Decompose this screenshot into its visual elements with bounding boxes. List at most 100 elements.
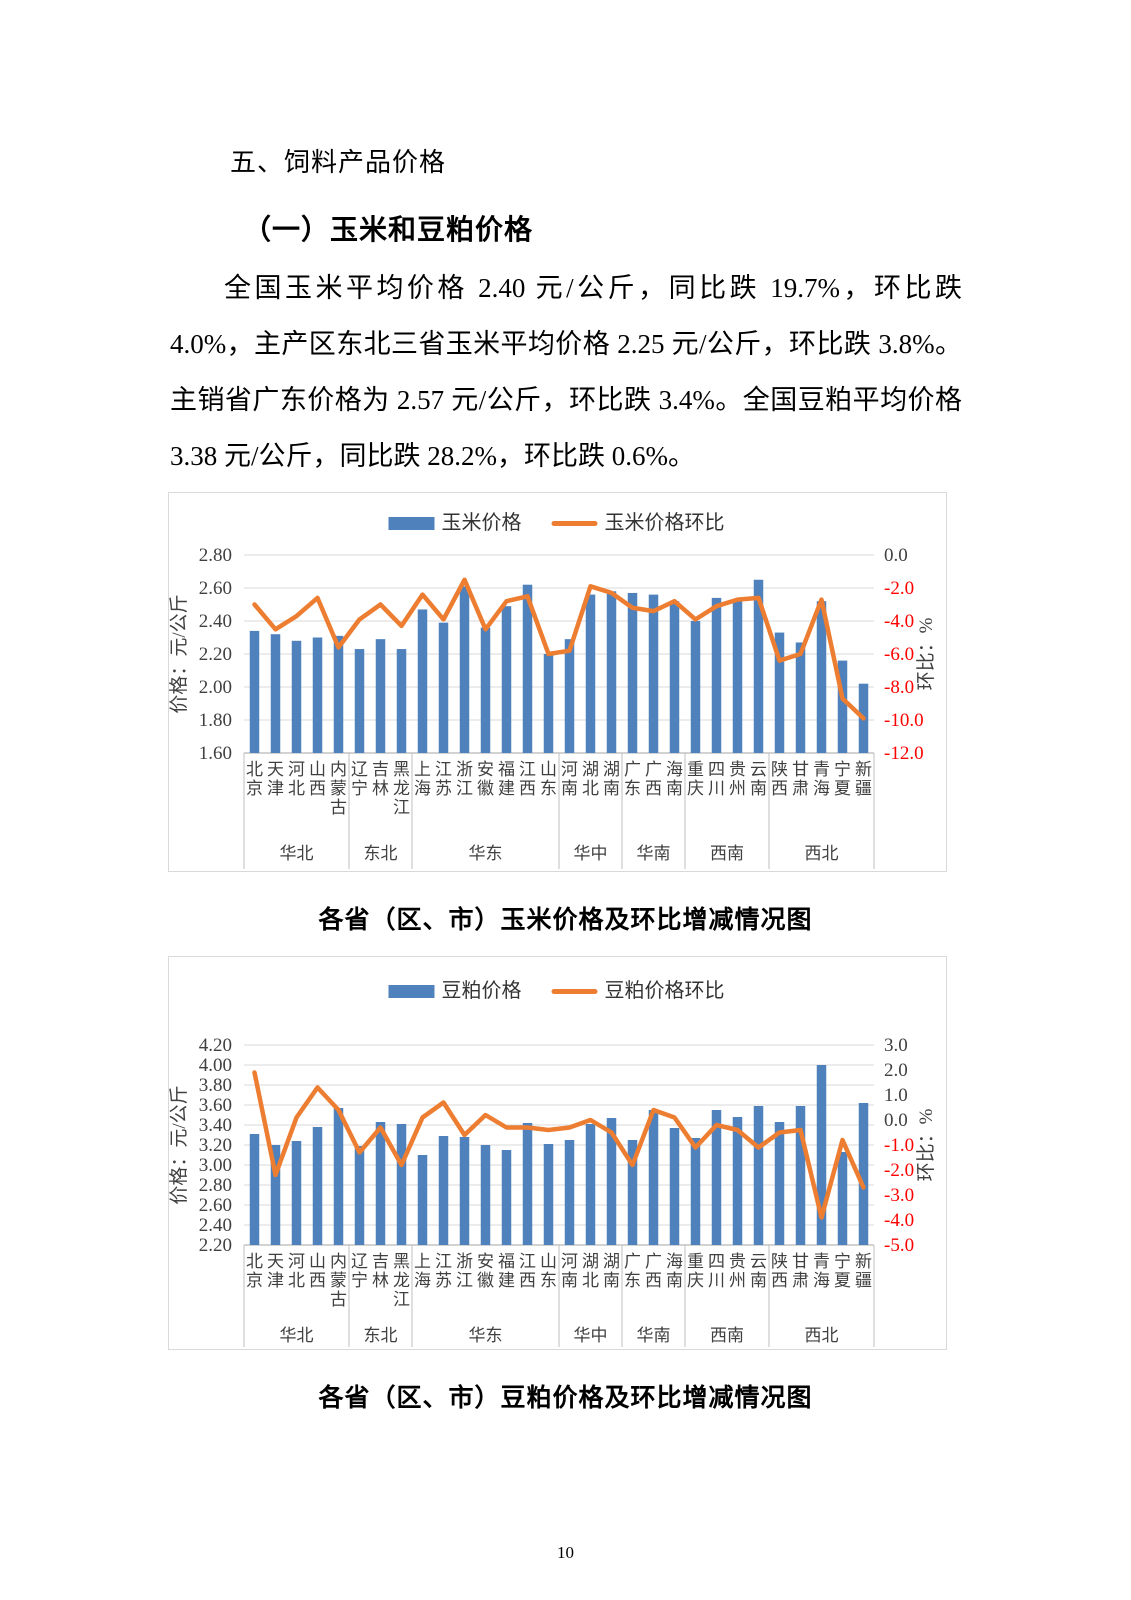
svg-text:3.00: 3.00 bbox=[199, 1155, 232, 1176]
svg-text:西南: 西南 bbox=[710, 1326, 744, 1345]
bar-宁夏 bbox=[837, 660, 848, 753]
svg-text:河北: 河北 bbox=[288, 1252, 305, 1290]
bar-江西 bbox=[522, 584, 533, 753]
svg-text:山东: 山东 bbox=[540, 760, 557, 798]
svg-text:山西: 山西 bbox=[309, 760, 326, 798]
bar-湖北 bbox=[585, 594, 596, 753]
svg-text:北京: 北京 bbox=[246, 1252, 263, 1290]
svg-text:4.00: 4.00 bbox=[199, 1055, 232, 1076]
bar-天津 bbox=[270, 634, 281, 753]
svg-text:广西: 广西 bbox=[645, 1252, 662, 1290]
svg-text:福建: 福建 bbox=[498, 760, 515, 798]
bar-江苏 bbox=[438, 1136, 449, 1245]
svg-text:-10.0: -10.0 bbox=[884, 710, 924, 731]
svg-text:安徽: 安徽 bbox=[477, 760, 494, 798]
bar-北京 bbox=[249, 1134, 260, 1245]
corn-chart-caption: 各省（区、市）玉米价格及环比增减情况图 bbox=[318, 906, 813, 934]
svg-text:贵州: 贵州 bbox=[729, 1252, 746, 1290]
bar-贵州 bbox=[732, 601, 743, 753]
bar-安徽 bbox=[480, 1145, 491, 1245]
svg-text:河南: 河南 bbox=[561, 1252, 578, 1290]
svg-text:天津: 天津 bbox=[267, 1252, 284, 1290]
soymeal-chart-caption: 各省（区、市）豆粕价格及环比增减情况图 bbox=[318, 1384, 813, 1412]
svg-text:2.60: 2.60 bbox=[199, 578, 232, 599]
svg-text:玉米价格环比: 玉米价格环比 bbox=[605, 511, 725, 534]
bar-江西 bbox=[522, 1123, 533, 1245]
svg-text:上海: 上海 bbox=[414, 1252, 431, 1290]
svg-text:广东: 广东 bbox=[624, 1252, 641, 1290]
bar-上海 bbox=[417, 609, 428, 753]
svg-text:山西: 山西 bbox=[309, 1252, 326, 1290]
bar-河南 bbox=[564, 639, 575, 753]
svg-text:青海: 青海 bbox=[813, 1252, 830, 1290]
svg-text:2.40: 2.40 bbox=[199, 611, 232, 632]
bar-陕西 bbox=[774, 1122, 785, 1245]
subsection-title: （一）玉米和豆粕价格 bbox=[243, 214, 534, 245]
svg-text:-3.0: -3.0 bbox=[884, 1185, 914, 1206]
svg-text:湖南: 湖南 bbox=[603, 1252, 620, 1290]
body-paragraph: 全国玉米平均价格 2.40 元/公斤，同比跌 19.7%，环比跌 4.0%，主产… bbox=[170, 273, 962, 471]
svg-text:内蒙古: 内蒙古 bbox=[330, 760, 347, 817]
bar-浙江 bbox=[459, 586, 470, 753]
svg-text:3.0: 3.0 bbox=[884, 1035, 908, 1056]
svg-text:浙江: 浙江 bbox=[456, 760, 473, 798]
svg-text:云南: 云南 bbox=[750, 760, 767, 798]
svg-text:1.80: 1.80 bbox=[199, 710, 232, 731]
legend-line-swatch bbox=[551, 989, 598, 994]
bar-青海 bbox=[816, 1065, 827, 1245]
svg-text:西北: 西北 bbox=[805, 844, 839, 863]
svg-text:陕西: 陕西 bbox=[771, 1252, 788, 1290]
svg-text:-5.0: -5.0 bbox=[884, 1235, 914, 1256]
svg-text:玉米价格: 玉米价格 bbox=[442, 511, 522, 534]
svg-text:2.40: 2.40 bbox=[199, 1215, 232, 1236]
bar-内蒙古 bbox=[333, 635, 344, 753]
soymeal-price-chart-svg: 4.204.003.803.603.403.203.002.802.602.40… bbox=[168, 979, 937, 1347]
svg-text:1.0: 1.0 bbox=[884, 1085, 908, 1106]
bar-安徽 bbox=[480, 627, 491, 753]
svg-text:青海: 青海 bbox=[813, 760, 830, 798]
svg-text:华中: 华中 bbox=[574, 1326, 608, 1345]
svg-text:华北: 华北 bbox=[280, 1326, 314, 1345]
bar-新疆 bbox=[858, 1103, 869, 1245]
bar-甘肃 bbox=[795, 642, 806, 753]
corn-price-chart: 2.80 2.60 2.40 2.20 2.00 1.80 1.60 0.0 -2.0 -4.0 -… bbox=[168, 492, 947, 872]
svg-text:2.20: 2.20 bbox=[199, 1235, 232, 1256]
bar-四川 bbox=[711, 597, 722, 753]
svg-text:吉林: 吉林 bbox=[372, 760, 389, 798]
bar-河北 bbox=[291, 640, 302, 753]
svg-text:3.80: 3.80 bbox=[199, 1075, 232, 1096]
svg-text:黑龙江: 黑龙江 bbox=[393, 760, 410, 817]
bar-贵州 bbox=[732, 1117, 743, 1245]
bar-吉林 bbox=[375, 639, 386, 753]
svg-text:云南: 云南 bbox=[750, 1252, 767, 1290]
svg-text:0.0: 0.0 bbox=[884, 1110, 908, 1131]
bar-湖北 bbox=[585, 1124, 596, 1245]
svg-text:浙江: 浙江 bbox=[456, 1252, 473, 1290]
bar-江苏 bbox=[438, 622, 449, 753]
svg-text:江苏: 江苏 bbox=[435, 1252, 452, 1290]
svg-text:华东: 华东 bbox=[469, 1326, 503, 1345]
svg-text:4.20: 4.20 bbox=[199, 1035, 232, 1056]
svg-text:四川: 四川 bbox=[708, 760, 725, 798]
bar-山西 bbox=[312, 637, 323, 753]
玉米价格环比-line bbox=[252, 577, 866, 721]
svg-text:四川: 四川 bbox=[708, 1252, 725, 1290]
svg-text:甘肃: 甘肃 bbox=[792, 760, 809, 798]
page-number: 10 bbox=[557, 1543, 574, 1562]
svg-text:广西: 广西 bbox=[645, 760, 662, 798]
svg-text:3.60: 3.60 bbox=[199, 1095, 232, 1116]
svg-text:湖北: 湖北 bbox=[582, 760, 599, 798]
svg-text:环比：%: 环比：% bbox=[915, 1108, 937, 1181]
svg-text:辽宁: 辽宁 bbox=[351, 1252, 368, 1290]
svg-text:湖南: 湖南 bbox=[603, 760, 620, 798]
svg-text:黑龙江: 黑龙江 bbox=[393, 1252, 410, 1309]
svg-text:海南: 海南 bbox=[666, 760, 683, 798]
svg-text:海南: 海南 bbox=[666, 1252, 683, 1290]
bar-山东 bbox=[543, 1144, 554, 1245]
svg-text:辽宁: 辽宁 bbox=[351, 760, 368, 798]
soymeal-price-chart: 4.20 4.00 3.80 3.60 3.40 3.20 3.00 2.80 2.60 2.40… bbox=[168, 956, 947, 1350]
bar-重庆 bbox=[690, 621, 701, 753]
legend-bar-swatch bbox=[388, 985, 435, 998]
svg-text:-1.0: -1.0 bbox=[884, 1135, 914, 1156]
